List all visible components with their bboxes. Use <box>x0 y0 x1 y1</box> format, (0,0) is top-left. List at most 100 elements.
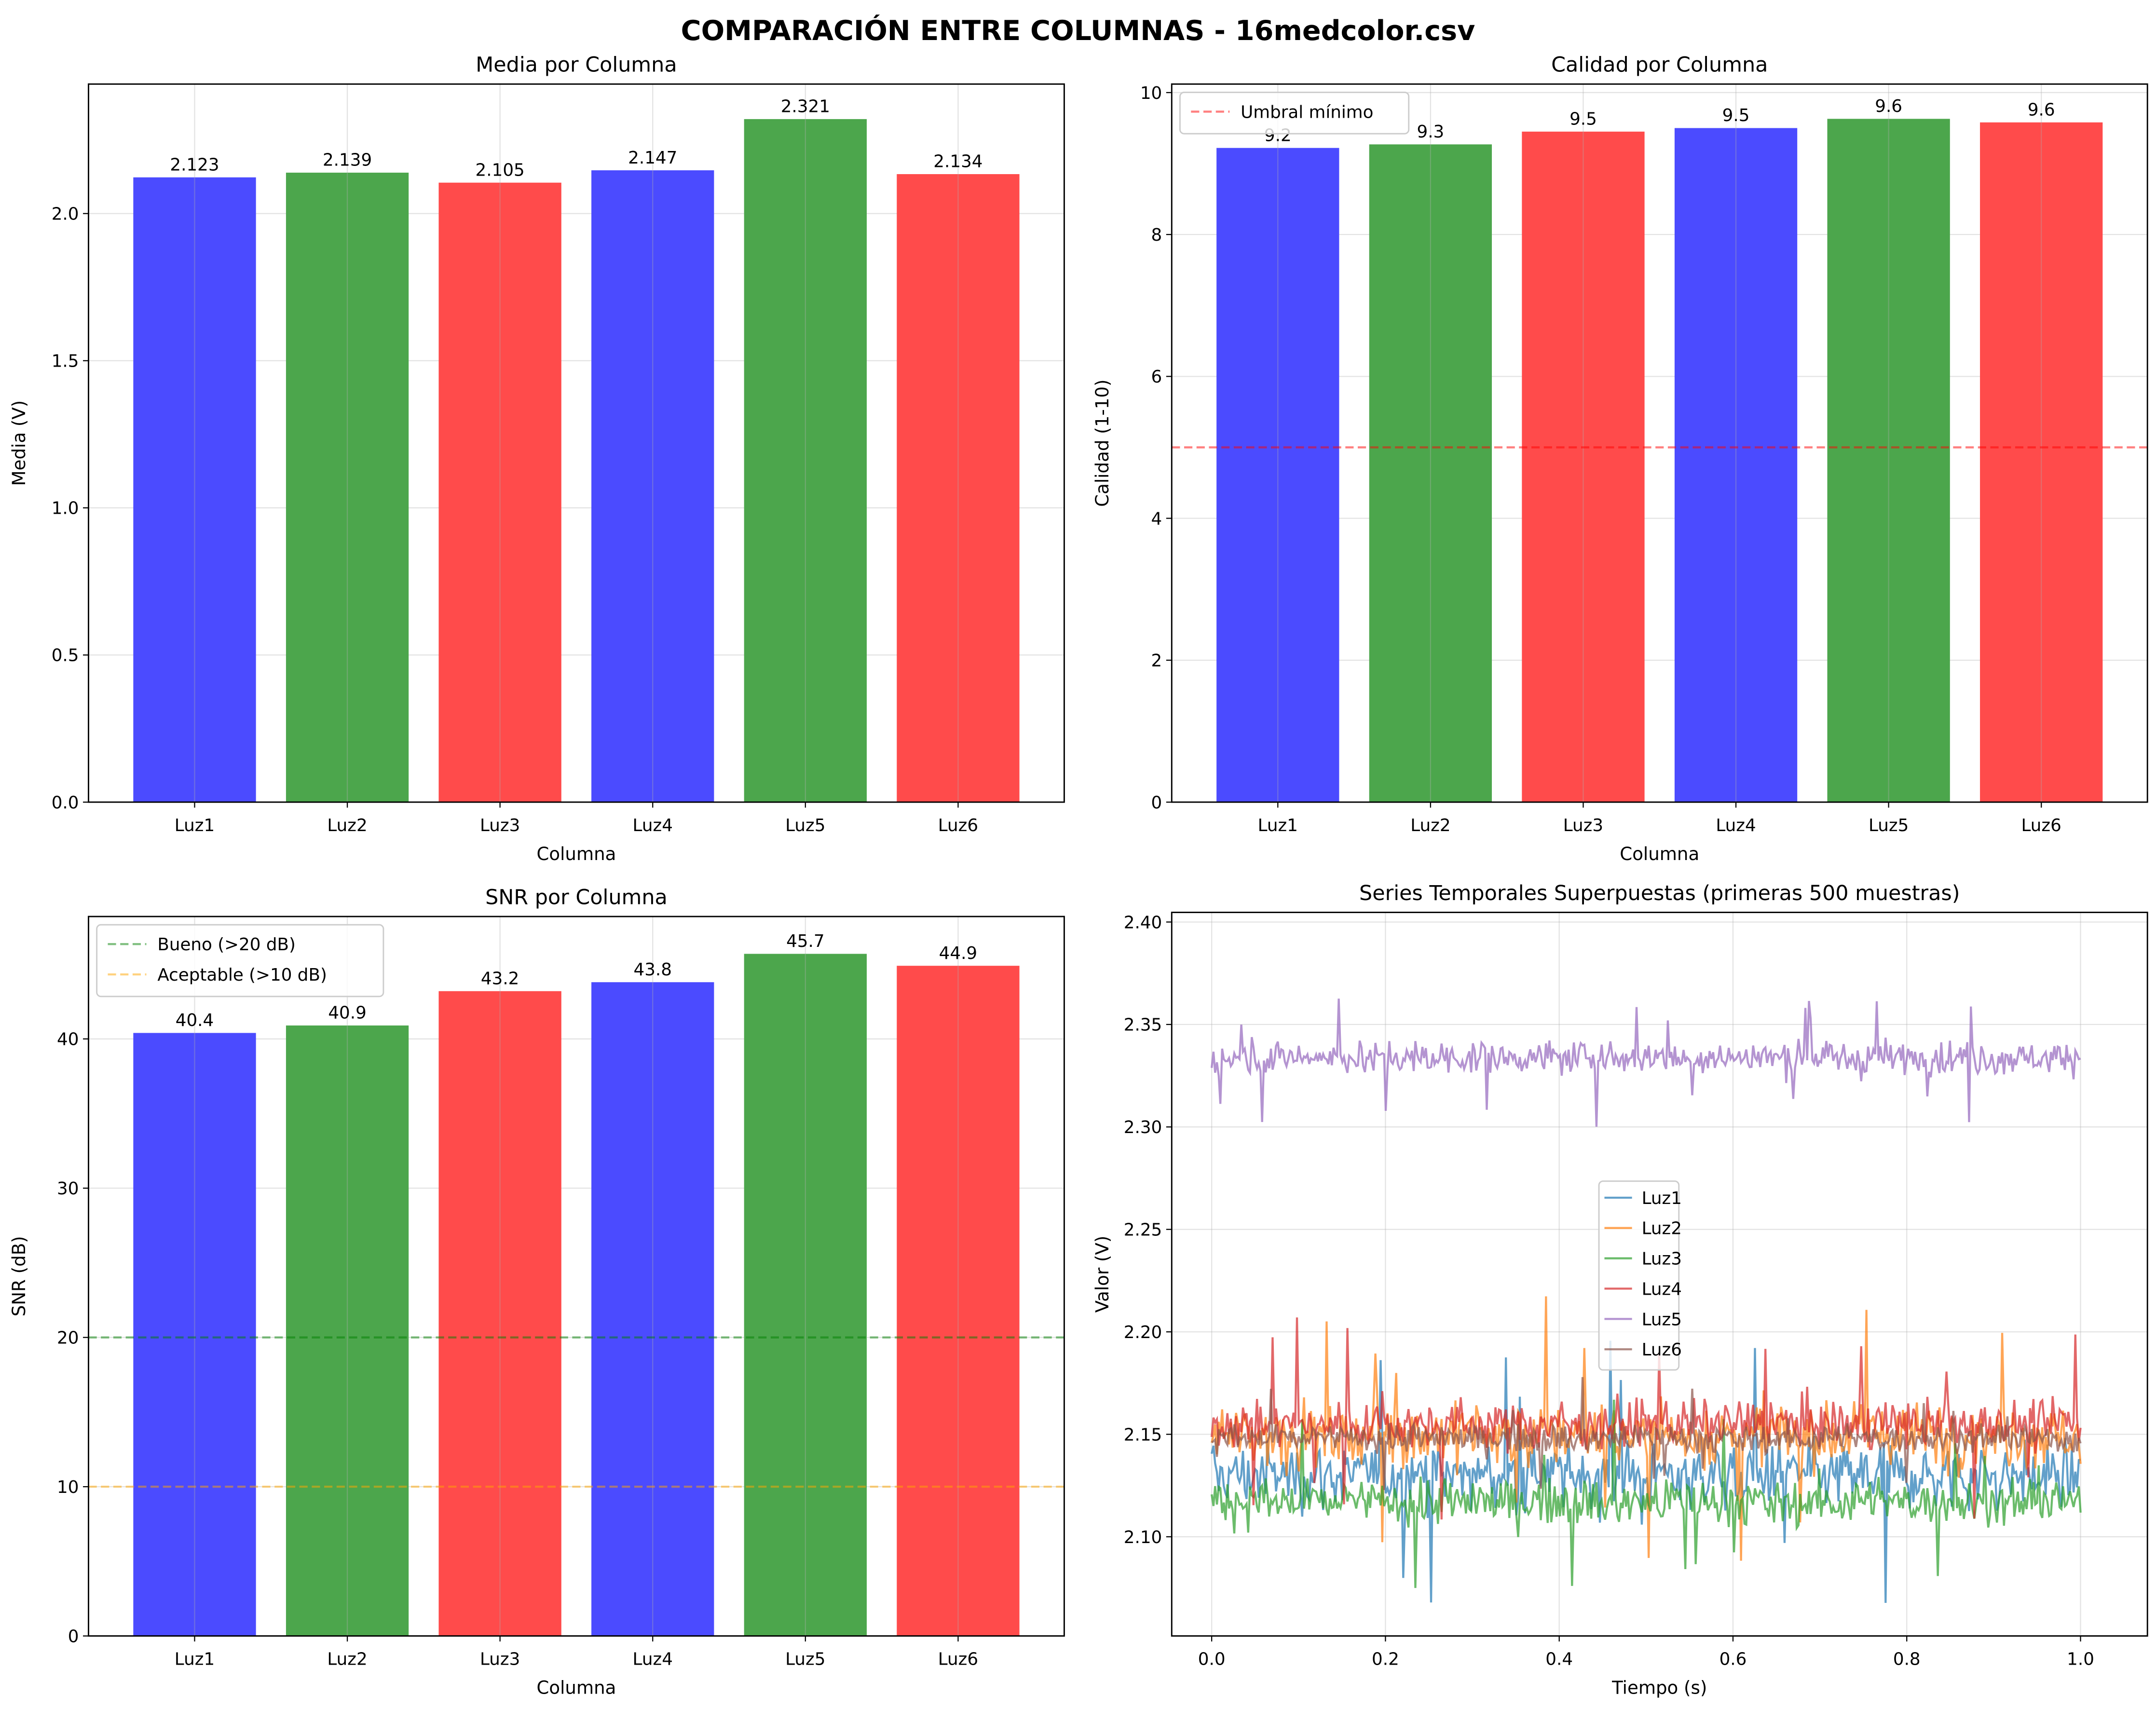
panel-title: SNR por Columna <box>485 885 668 909</box>
x-tick-label: Luz3 <box>480 1650 520 1669</box>
axes-frame <box>88 83 1065 803</box>
x-axis-label: Columna <box>536 844 616 864</box>
x-axis-label: Columna <box>1620 844 1699 864</box>
data-label: 43.8 <box>634 960 672 980</box>
x-tick-label: Luz1 <box>175 816 215 835</box>
legend-label: Aceptable (>10 dB) <box>157 965 327 985</box>
data-label: 40.4 <box>176 1011 214 1030</box>
x-axis-label: Tiempo (s) <box>1611 1678 1707 1698</box>
data-label: 45.7 <box>786 931 824 951</box>
y-tick-label: 10 <box>57 1477 79 1497</box>
x-tick-label: Luz6 <box>2021 816 2061 835</box>
data-label: 2.105 <box>476 160 525 180</box>
x-tick-label: Luz2 <box>327 1650 367 1669</box>
bar-luz4 <box>591 982 714 1636</box>
data-label: 44.9 <box>939 943 977 963</box>
y-tick-label: 0.5 <box>52 646 79 666</box>
legend-label: Bueno (>20 dB) <box>157 935 296 955</box>
bar-luz4 <box>1674 128 1798 802</box>
y-axis-label: SNR (dB) <box>9 1236 29 1316</box>
panel-2: 02468109.2Luz19.3Luz29.5Luz39.5Luz49.6Lu… <box>1092 53 2148 864</box>
y-tick-label: 30 <box>57 1179 79 1199</box>
x-tick-label: Luz3 <box>480 816 520 835</box>
y-tick-label: 10 <box>1140 83 1162 103</box>
y-tick-label: 2.25 <box>1124 1220 1162 1240</box>
bar-luz2 <box>1369 144 1492 802</box>
y-tick-label: 4 <box>1151 509 1162 529</box>
legend-label: Luz6 <box>1642 1340 1682 1360</box>
x-tick-label: Luz4 <box>633 1650 673 1669</box>
panel-title: Calidad por Columna <box>1551 53 1768 77</box>
panel-1: 0.0 0.5 1.0 1.5 2.0 2.123 Luz1 2.139 Luz2 2.105 Lu… <box>9 53 1065 864</box>
series-luz2 <box>1211 1296 2082 1561</box>
legend-label: Luz4 <box>1642 1279 1682 1299</box>
legend: Luz1 Luz2 Luz3 Luz4 Luz5 Luz6 <box>1598 1180 1682 1371</box>
legend-label: Luz5 <box>1642 1310 1682 1329</box>
panel-3: 0 10 20 30 40 40.4 Luz1 40.9 Luz2 43.2 Luz3 43.8 Luz… <box>9 885 1065 1698</box>
axes-frame <box>1171 912 2148 1637</box>
y-axis-label: Media (V) <box>9 400 29 486</box>
y-tick-label: 20 <box>57 1328 79 1348</box>
figure-title: COMPARACIÓN ENTRE COLUMNAS - 16medcolor.… <box>681 14 1475 47</box>
bar-luz5 <box>744 119 867 802</box>
panel-title: Series Temporales Superpuestas (primeras… <box>1359 881 1960 905</box>
y-tick-label: 6 <box>1151 367 1162 387</box>
y-tick-label: 2.10 <box>1124 1528 1162 1547</box>
y-axis-label: Valor (V) <box>1092 1236 1113 1313</box>
panel-4: 2.10 2.15 2.20 2.25 2.30 2.35 2.40 0.0 0.2 0.4 0.6… <box>1092 881 2148 1698</box>
y-tick-label: 1.0 <box>52 499 79 519</box>
bar-luz3 <box>1522 131 1645 802</box>
legend: Umbral mínimo <box>1179 92 1410 135</box>
bar-luz1 <box>133 177 256 802</box>
x-tick-label: Luz6 <box>938 816 978 835</box>
y-tick-label: 2.20 <box>1124 1323 1162 1342</box>
legend-frame <box>1179 92 1410 135</box>
x-tick-label: Luz1 <box>1258 816 1298 835</box>
bar-luz1 <box>133 1033 256 1636</box>
data-label: 9.5 <box>1722 106 1750 125</box>
bar-luz5 <box>744 954 867 1636</box>
x-tick-label: 0.0 <box>1198 1650 1226 1669</box>
x-tick-label: Luz6 <box>938 1650 978 1669</box>
y-tick-label: 0 <box>1151 793 1162 813</box>
x-tick-label: 0.6 <box>1719 1650 1747 1669</box>
y-tick-label: 40 <box>57 1030 79 1050</box>
data-label: 9.3 <box>1417 122 1444 142</box>
bar-luz5 <box>1827 119 1950 802</box>
y-tick-label: 2.15 <box>1124 1425 1162 1445</box>
series-luz3 <box>1211 1399 2082 1588</box>
data-label: 9.6 <box>1875 96 1902 116</box>
legend-label: Umbral mínimo <box>1241 102 1373 122</box>
data-label: 43.2 <box>481 969 519 989</box>
x-tick-label: 0.2 <box>1372 1650 1399 1669</box>
axes-frame <box>88 916 1065 1637</box>
legend-frame <box>96 924 384 998</box>
x-tick-label: Luz1 <box>175 1650 215 1669</box>
bar-luz2 <box>286 172 409 802</box>
y-tick-label: 2.30 <box>1124 1118 1162 1137</box>
x-axis-label: Columna <box>536 1678 616 1698</box>
bar-luz6 <box>897 966 1020 1636</box>
x-tick-label: Luz5 <box>785 1650 825 1669</box>
x-tick-label: Luz2 <box>1410 816 1450 835</box>
x-tick-label: 1.0 <box>2067 1650 2094 1669</box>
x-tick-label: Luz5 <box>1869 816 1909 835</box>
y-tick-label: 0 <box>68 1627 79 1646</box>
data-label: 9.5 <box>1569 109 1597 129</box>
legend-label: Luz3 <box>1642 1249 1682 1269</box>
y-tick-label: 2.35 <box>1124 1015 1162 1035</box>
y-axis-label: Calidad (1-10) <box>1092 379 1113 506</box>
x-tick-label: Luz3 <box>1563 816 1603 835</box>
series-luz5 <box>1211 998 2081 1127</box>
x-tick-label: Luz4 <box>633 816 673 835</box>
bar-luz6 <box>897 174 1020 802</box>
legend: Bueno (>20 dB) Aceptable (>10 dB) <box>96 924 384 998</box>
y-tick-label: 2.40 <box>1124 913 1162 932</box>
series-luz6 <box>1211 1377 2082 1490</box>
bar-luz4 <box>591 170 714 802</box>
data-label: 2.139 <box>323 150 372 170</box>
x-tick-label: Luz2 <box>327 816 367 835</box>
legend-label: Luz1 <box>1642 1189 1682 1208</box>
legend-label: Luz2 <box>1642 1219 1682 1239</box>
